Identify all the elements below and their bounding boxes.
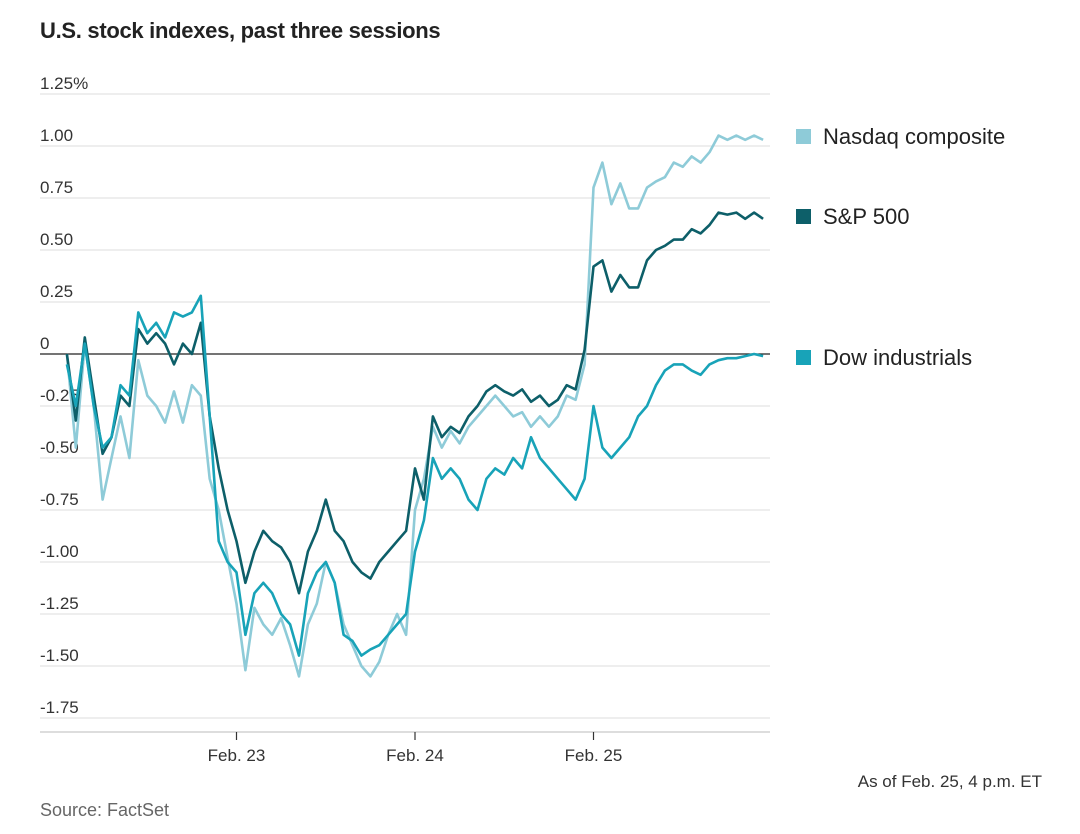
chart-title: U.S. stock indexes, past three sessions — [40, 18, 441, 43]
x-axis-ticks: Feb. 23 Feb. 24 Feb. 25 — [208, 732, 623, 765]
y-tick-label: -1.50 — [40, 646, 79, 665]
legend-swatch — [796, 350, 811, 365]
legend-label: Nasdaq composite — [823, 124, 1005, 149]
y-tick-label: -0.75 — [40, 490, 79, 509]
y-tick-label: -1.75 — [40, 698, 79, 717]
y-tick-label: 0.75 — [40, 178, 73, 197]
legend-label: S&P 500 — [823, 204, 909, 229]
series-line-1 — [65, 134, 764, 678]
y-tick-label: 0 — [40, 334, 49, 353]
x-tick-label: Feb. 25 — [565, 746, 623, 765]
x-tick-label: Feb. 24 — [386, 746, 444, 765]
x-tick-label: Feb. 23 — [208, 746, 266, 765]
y-tick-label: 0.50 — [40, 230, 73, 249]
y-tick-label: 1.00 — [40, 126, 73, 145]
legend-swatch — [796, 129, 811, 144]
y-axis-ticks: 1.25% 1.00 0.75 0.50 0.25 0 -0.25 -0.50 -0.75 -1.… — [40, 74, 88, 717]
y-tick-label: 0.25 — [40, 282, 73, 301]
grid-lines — [40, 93, 770, 733]
series-line-3 — [65, 294, 764, 657]
as-of-note: As of Feb. 25, 4 p.m. ET — [857, 772, 1042, 791]
legend-label: Dow industrials — [823, 345, 972, 370]
source-note: Source: FactSet — [40, 800, 170, 820]
y-tick-label: -1.00 — [40, 542, 79, 561]
y-tick-label: -0.25 — [40, 386, 79, 405]
y-tick-label: -0.50 — [40, 438, 79, 457]
legend-swatch — [796, 209, 811, 224]
y-tick-label: 1.25% — [40, 74, 88, 93]
series-lines — [65, 134, 764, 678]
y-tick-label: -1.25 — [40, 594, 79, 613]
series-line-2 — [65, 211, 764, 595]
legend: Nasdaq composite S&P 500 Dow industrials — [796, 124, 1005, 370]
